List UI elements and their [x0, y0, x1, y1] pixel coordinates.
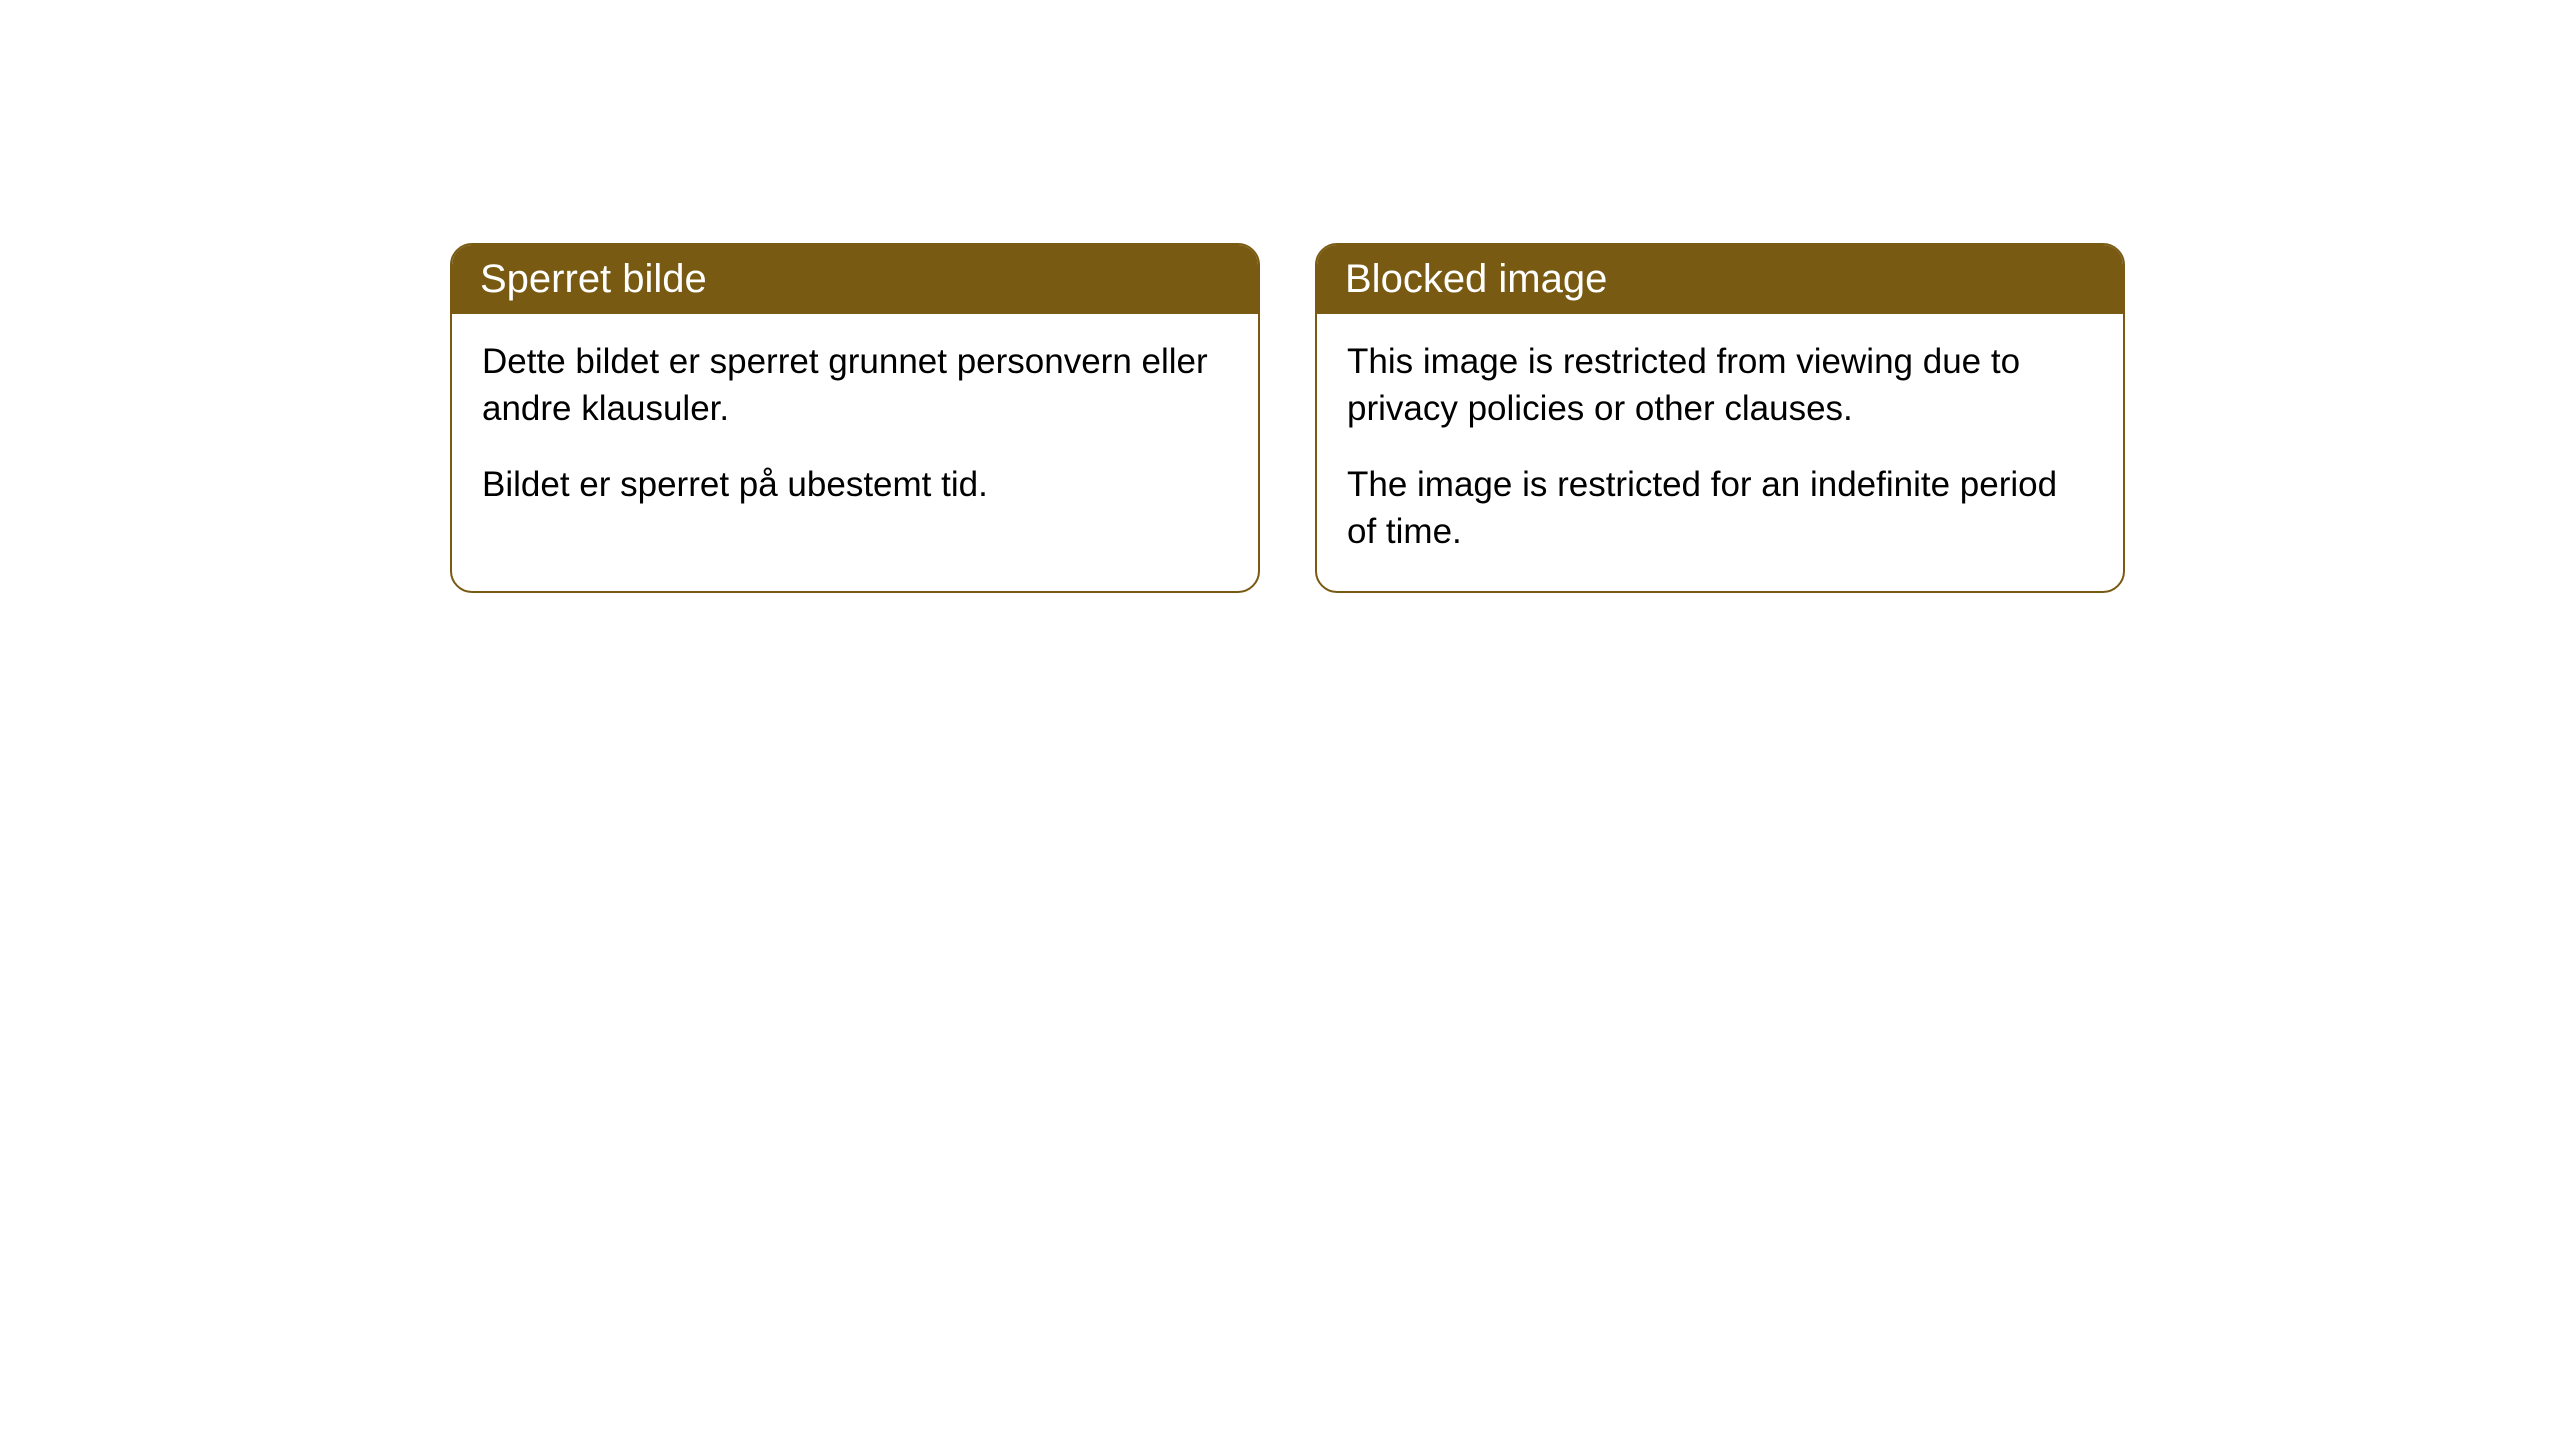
card-paragraph-1-english: This image is restricted from viewing du…: [1347, 338, 2093, 433]
card-body-english: This image is restricted from viewing du…: [1317, 314, 2123, 591]
card-header-norwegian: Sperret bilde: [452, 245, 1258, 314]
card-body-norwegian: Dette bildet er sperret grunnet personve…: [452, 314, 1258, 544]
blocked-image-card-norwegian: Sperret bilde Dette bildet er sperret gr…: [450, 243, 1260, 593]
blocked-image-card-english: Blocked image This image is restricted f…: [1315, 243, 2125, 593]
card-header-english: Blocked image: [1317, 245, 2123, 314]
notice-cards-container: Sperret bilde Dette bildet er sperret gr…: [450, 243, 2125, 593]
card-paragraph-1-norwegian: Dette bildet er sperret grunnet personve…: [482, 338, 1228, 433]
card-paragraph-2-english: The image is restricted for an indefinit…: [1347, 461, 2093, 556]
card-paragraph-2-norwegian: Bildet er sperret på ubestemt tid.: [482, 461, 1228, 508]
